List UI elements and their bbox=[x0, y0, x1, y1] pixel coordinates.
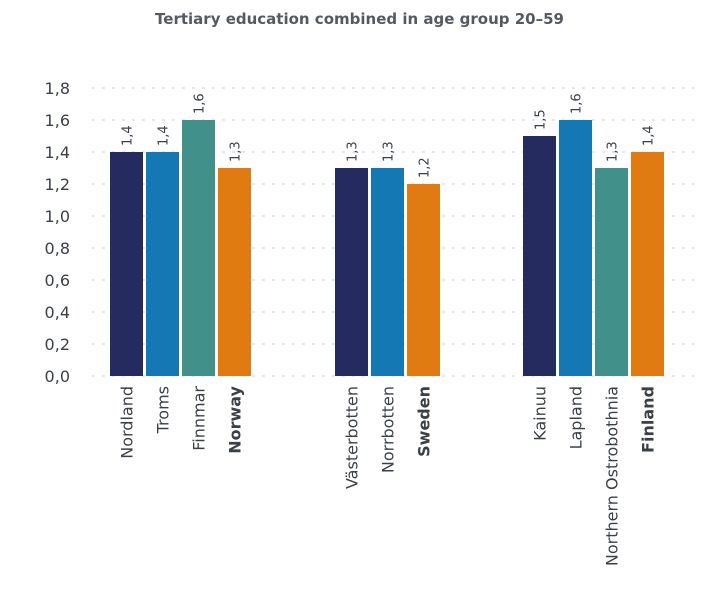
bar-norrbotten bbox=[371, 168, 404, 376]
bar-finland bbox=[631, 152, 664, 376]
y-tick-label: 0,8 bbox=[45, 239, 70, 258]
bar-northern-ostrobothnia bbox=[595, 168, 628, 376]
data-label: 1,4 bbox=[121, 125, 136, 146]
y-tick-label: 1,0 bbox=[45, 207, 70, 226]
y-tick-label: 1,4 bbox=[45, 143, 70, 162]
chart-title: Tertiary education combined in age group… bbox=[155, 10, 564, 28]
data-label: 1,4 bbox=[157, 125, 172, 146]
bar-kainuu bbox=[523, 136, 556, 376]
category-label: Northern Ostrobothnia bbox=[603, 386, 622, 566]
data-label: 1,4 bbox=[642, 125, 657, 146]
category-label: Norway bbox=[226, 385, 245, 453]
y-tick-label: 1,8 bbox=[45, 79, 70, 98]
bar-v-sterbotten bbox=[335, 168, 368, 376]
bar-sweden bbox=[407, 184, 440, 376]
bars bbox=[110, 120, 664, 376]
data-labels: 1,4 1,4 1,6 1,3 1,3 1,3 1,2 1,5 1,6 1,3 1,4 bbox=[121, 93, 657, 178]
y-tick-label: 1,2 bbox=[45, 175, 70, 194]
data-label: 1,2 bbox=[418, 157, 433, 178]
data-label: 1,6 bbox=[570, 93, 585, 114]
y-tick-label: 0,0 bbox=[45, 367, 70, 386]
category-label: Finland bbox=[639, 386, 658, 453]
y-tick-label: 0,4 bbox=[45, 303, 70, 322]
bar-finnmar bbox=[182, 120, 215, 376]
category-labels: Nordland Troms Finnmar Norway Västerbotten No… bbox=[118, 385, 658, 566]
category-label: Norrbotten bbox=[379, 386, 398, 473]
y-tick-label: 0,6 bbox=[45, 271, 70, 290]
category-label: Kainuu bbox=[531, 386, 550, 441]
category-label: Västerbotten bbox=[343, 386, 362, 489]
data-label: 1,5 bbox=[534, 109, 549, 130]
bar-norway bbox=[218, 168, 251, 376]
category-label: Sweden bbox=[415, 386, 434, 457]
data-label: 1,3 bbox=[346, 141, 361, 162]
data-label: 1,3 bbox=[606, 141, 621, 162]
data-label: 1,3 bbox=[229, 141, 244, 162]
data-label: 1,3 bbox=[382, 141, 397, 162]
category-label: Nordland bbox=[118, 386, 137, 459]
category-label: Lapland bbox=[567, 386, 586, 449]
category-label: Finnmar bbox=[190, 386, 209, 451]
category-label: Troms bbox=[154, 386, 173, 434]
bar-lapland bbox=[559, 120, 592, 376]
bar-nordland bbox=[110, 152, 143, 376]
y-axis-tick-labels: 0,0 0,2 0,4 0,6 0,8 1,0 1,2 1,4 1,6 1,8 bbox=[45, 79, 70, 386]
y-tick-label: 0,2 bbox=[45, 335, 70, 354]
y-tick-label: 1,6 bbox=[45, 111, 70, 130]
bar-troms bbox=[146, 152, 179, 376]
data-label: 1,6 bbox=[193, 93, 208, 114]
